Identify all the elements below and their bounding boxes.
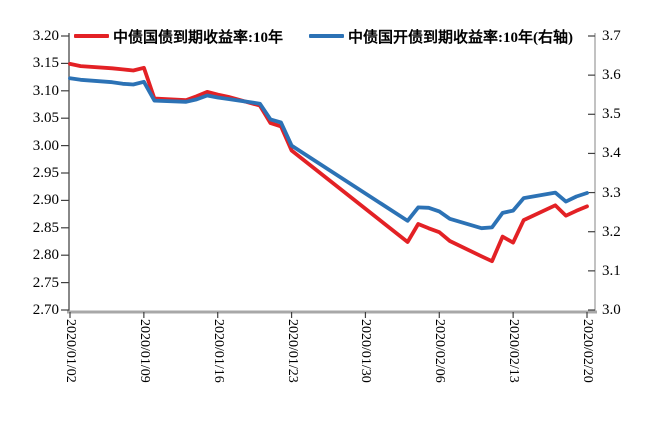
legend-label-cgb: 中债国债到期收益率:10年 (113, 29, 283, 46)
left-axis-label: 3.00 (32, 137, 59, 154)
left-axis-label: 2.75 (32, 274, 59, 291)
left-axis-label: 3.10 (32, 82, 59, 99)
right-axis-label: 3.6 (602, 67, 621, 84)
red-line-swatch (74, 34, 109, 38)
right-axis-label: 3.4 (602, 145, 621, 162)
x-axis-label: 2020/02/13 (506, 319, 522, 383)
left-axis-label: 2.95 (32, 165, 59, 181)
right-axis-label: 3.0 (602, 302, 621, 318)
blue-line-swatch (309, 34, 344, 38)
x-axis-label: 2020/01/16 (210, 319, 226, 383)
left-axis-label: 2.80 (32, 247, 59, 264)
right-axis-label: 3.3 (602, 184, 621, 201)
legend-label-cdb: 中债国开债到期收益率:10年(右轴) (348, 29, 573, 46)
left-axis-label: 2.85 (32, 219, 59, 236)
right-axis-label: 3.7 (602, 28, 621, 44)
right-axis-label: 3.2 (602, 223, 621, 240)
blue-series-line (68, 76, 589, 231)
right-axis-label: 3.5 (602, 106, 621, 123)
left-axis-label: 3.15 (32, 55, 59, 72)
x-axis-label: 2020/02/06 (432, 319, 448, 383)
legend-item-cdb: 中债国开债到期收益率:10年(右轴) (309, 26, 573, 46)
x-axis-label: 2020/01/09 (136, 319, 152, 383)
x-axis-label: 2020/02/20 (580, 319, 595, 383)
left-axis-label: 3.05 (32, 110, 59, 127)
red-series-line (68, 62, 589, 264)
left-axis-label: 3.20 (32, 28, 59, 44)
x-axis-label: 2020/01/02 (63, 319, 78, 383)
right-axis-label: 3.1 (602, 262, 621, 279)
left-axis-label: 2.90 (32, 192, 59, 209)
x-axis-label: 2020/01/30 (358, 319, 374, 383)
legend-item-cgb: 中债国债到期收益率:10年 (74, 26, 283, 46)
x-axis-label: 2020/01/23 (284, 319, 300, 383)
left-axis-label: 2.70 (32, 302, 59, 318)
